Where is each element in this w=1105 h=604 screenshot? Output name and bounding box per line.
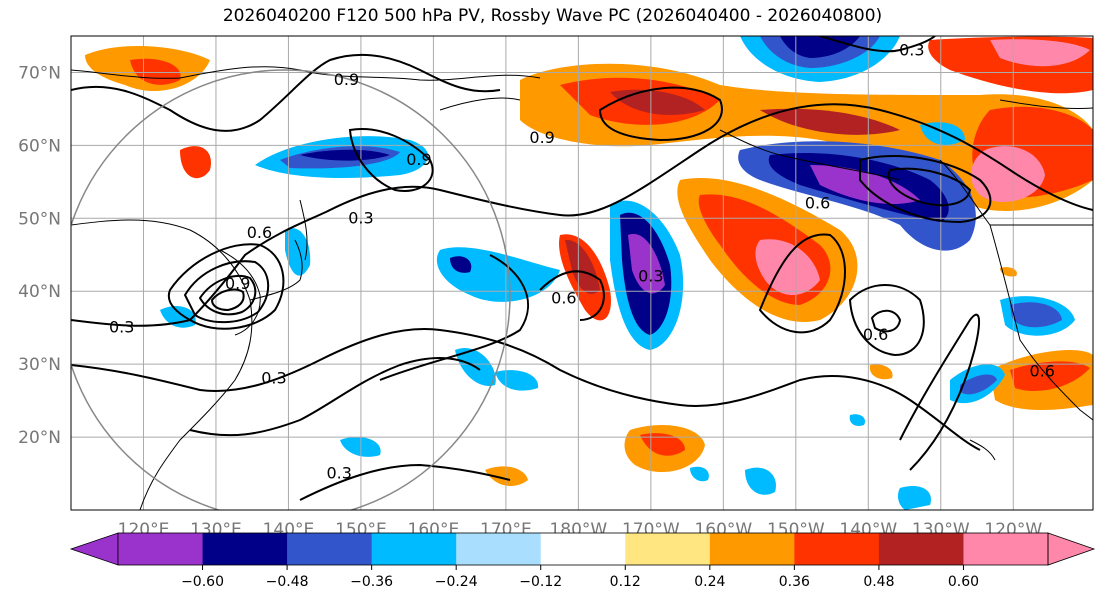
latitude-labels: 70°N 60°N 50°N 40°N 30°N 20°N <box>18 63 61 448</box>
map-gridlines <box>71 36 1093 510</box>
contour-label: 0.3 <box>261 369 286 388</box>
contour-label: 0.6 <box>247 223 272 242</box>
colorbar-swatch <box>878 533 964 565</box>
colorbar-swatch <box>794 533 880 565</box>
coastlines <box>71 66 1093 510</box>
colorbar-swatch <box>963 533 1049 565</box>
colorbar: −0.60 −0.48 −0.36 −0.24 −0.12 0.12 0.24 0.36 0.4… <box>69 532 1096 590</box>
contour-label: 0.9 <box>529 128 554 147</box>
colorbar-frame <box>117 532 1049 566</box>
colorbar-tick-label: 0.48 <box>863 574 894 590</box>
contour-label: 0.3 <box>326 464 351 483</box>
lat-tick-label: 70°N <box>18 63 61 83</box>
colorbar-tick-label: 0.60 <box>948 574 979 590</box>
contour-label: 0.9 <box>225 274 250 293</box>
map-title: 2026040200 F120 500 hPa PV, Rossby Wave … <box>222 6 883 26</box>
colorbar-swatch <box>540 533 626 565</box>
colorbar-max-extension <box>1047 532 1096 566</box>
contour-label: 0.9 <box>406 150 431 169</box>
range-circle <box>71 69 511 510</box>
contour-labels: 0.3 0.3 0.3 0.3 0.3 0.3 0.6 0.6 0.6 0.6 0.6 0.9 0.9 0… <box>109 41 1055 483</box>
colorbar-tick-label: 0.12 <box>610 574 641 590</box>
colorbar-tick-label: −0.60 <box>181 574 224 590</box>
contour-label: 0.6 <box>1030 361 1055 380</box>
contour-label: 0.9 <box>334 70 359 89</box>
contour-label: 0.6 <box>805 194 830 213</box>
colorbar-swatch <box>456 533 542 565</box>
map-frame <box>70 35 1094 511</box>
colorbar-tick-label: 0.24 <box>694 574 725 590</box>
colorbar-swatch <box>371 533 457 565</box>
contour-label: 0.3 <box>109 318 134 337</box>
colorbar-swatch <box>118 533 204 565</box>
pv-anomaly-shading <box>85 36 1093 510</box>
contour-label: 0.3 <box>899 41 924 60</box>
colorbar-tick-label: −0.36 <box>350 574 393 590</box>
lat-tick-label: 50°N <box>18 209 61 229</box>
pv-contours <box>71 36 1093 501</box>
contour-label: 0.6 <box>863 325 888 344</box>
lat-tick-label: 30°N <box>18 355 61 375</box>
colorbar-min-extension <box>69 532 119 566</box>
colorbar-swatch <box>202 533 288 565</box>
colorbar-tick-label: −0.48 <box>266 574 309 590</box>
contour-label: 0.3 <box>348 208 373 227</box>
contour-label: 0.3 <box>638 267 663 286</box>
contour-label: 0.6 <box>551 289 576 308</box>
colorbar-tick-label: −0.12 <box>519 574 562 590</box>
lat-tick-label: 60°N <box>18 136 61 156</box>
colorbar-tick-label: −0.24 <box>435 574 478 590</box>
colorbar-swatch <box>625 533 711 565</box>
lat-tick-label: 40°N <box>18 282 61 302</box>
lat-tick-label: 20°N <box>18 428 61 448</box>
colorbar-swatch <box>709 533 795 565</box>
colorbar-tick-label: 0.36 <box>779 574 810 590</box>
colorbar-swatch <box>287 533 373 565</box>
